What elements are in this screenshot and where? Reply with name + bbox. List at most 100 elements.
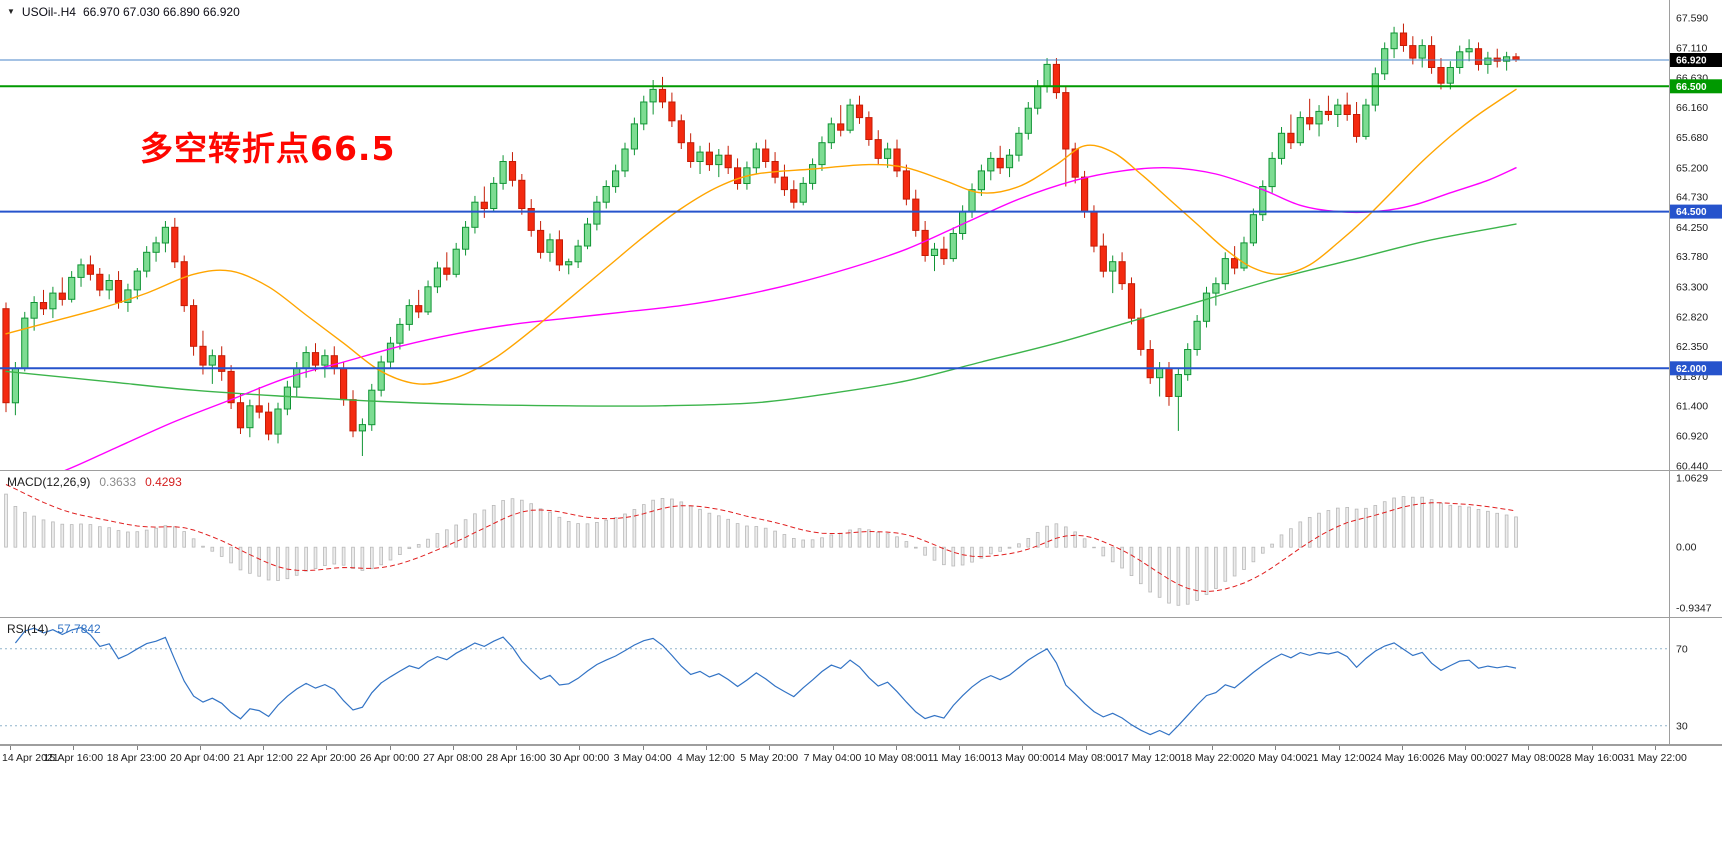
time-tick	[1401, 746, 1403, 750]
time-label: 24 May 16:00	[1370, 752, 1434, 764]
price-tick-label: 65.680	[1676, 132, 1708, 144]
ma-medium-magenta-line	[61, 166, 1517, 471]
time-tick	[1338, 746, 1340, 750]
time-tick	[389, 746, 391, 750]
time-tick	[1085, 746, 1087, 750]
price-badge-label: 66.920	[1676, 56, 1707, 67]
time-label: 31 May 22:00	[1623, 752, 1687, 764]
time-label: 22 Apr 20:00	[296, 752, 357, 764]
time-tick	[199, 746, 201, 750]
rsi-label: RSI(14) 57.7842	[7, 622, 101, 636]
price-tick-label: 63.300	[1676, 281, 1708, 293]
price-badge	[1670, 204, 1722, 219]
time-tick	[1528, 746, 1530, 750]
price-badge-label: 64.500	[1676, 207, 1707, 218]
time-label: 27 May 08:00	[1496, 752, 1561, 764]
collapse-triangle-icon[interactable]: ▼	[7, 7, 15, 16]
time-label: 20 May 04:00	[1243, 752, 1308, 764]
time-label: 14 May 08:00	[1053, 752, 1118, 764]
time-label: 20 Apr 04:00	[170, 752, 230, 764]
time-tick	[73, 746, 75, 750]
time-tick	[959, 746, 961, 750]
time-label: 18 May 22:00	[1180, 752, 1244, 764]
macd-main-value: 0.3633	[99, 475, 137, 489]
price-tick-label: 65.200	[1676, 162, 1708, 174]
ma-slow-green-line	[5, 223, 1517, 407]
time-label: 28 Apr 16:00	[486, 752, 546, 764]
price-tick-label: 64.730	[1676, 192, 1708, 204]
time-label: 18 Apr 23:00	[106, 752, 167, 764]
symbol-timeframe-label: USOil-.H4	[21, 5, 76, 19]
time-tick	[579, 746, 581, 750]
candles-layer	[2, 23, 1520, 456]
price-badge	[1670, 361, 1722, 376]
time-tick	[642, 746, 644, 750]
price-badge	[1670, 53, 1722, 67]
time-tick	[10, 746, 11, 750]
macd-label: MACD(12,26,9) 0.3633 0.4293	[7, 475, 182, 489]
time-label: 13 May 00:00	[990, 752, 1055, 764]
time-tick	[1148, 746, 1150, 750]
time-tick	[895, 746, 897, 750]
rsi-panel: 70 30 RSI(14) 57.7842	[0, 618, 1722, 745]
time-label: 15 Apr 16:00	[43, 752, 104, 764]
ohlc-values: 66.970 67.030 66.890 66.920	[82, 5, 240, 19]
rsi-line	[14, 626, 1517, 736]
time-tick	[1212, 746, 1214, 750]
macd-name: MACD(12,26,9)	[7, 475, 91, 489]
time-tick	[705, 746, 707, 750]
rsi-value: 57.7842	[57, 622, 101, 636]
price-chart-canvas[interactable]: 67.59067.11066.63066.16065.68065.20064.7…	[0, 0, 1722, 471]
macd-signal-value: 0.4293	[145, 475, 182, 489]
price-tick-label: 67.590	[1676, 13, 1708, 25]
chart-title: ▼ USOil-.H4 66.970 67.030 66.890 66.920	[7, 5, 240, 19]
price-badge-label: 62.000	[1676, 364, 1707, 375]
time-label: 26 May 00:00	[1433, 752, 1498, 764]
time-tick	[136, 746, 138, 750]
price-tick-label: 60.440	[1676, 461, 1708, 472]
time-label: 5 May 20:00	[740, 752, 799, 764]
price-tick-label: 60.920	[1676, 430, 1708, 442]
time-tick	[1655, 746, 1656, 750]
macd-histogram	[4, 493, 1518, 606]
time-label: 21 Apr 12:00	[233, 752, 293, 764]
macd-panel: 1.0629 0.00 -0.9347 MACD(12,26,9) 0.3633 0…	[0, 471, 1722, 618]
rsi-level-label: 30	[1676, 720, 1688, 732]
time-label: 7 May 04:00	[803, 752, 862, 764]
macd-axis-label: 0.00	[1676, 542, 1697, 554]
time-label: 11 May 16:00	[927, 752, 991, 764]
time-label: 4 May 12:00	[677, 752, 735, 764]
price-tick-label: 62.820	[1676, 311, 1708, 323]
time-axis[interactable]: 14 Apr 2021 15 Apr 16:00 18 Apr 23:00 20 Ap…	[0, 745, 1722, 841]
time-label: 27 Apr 08:00	[423, 752, 483, 764]
time-tick	[263, 746, 265, 750]
price-panel: 67.590 67.110 66.630 66.160 65.680 65.200 64.7…	[0, 0, 1722, 471]
time-tick	[1465, 746, 1467, 750]
time-label: 21 May 12:00	[1306, 752, 1371, 764]
time-tick	[516, 746, 518, 750]
time-label: 3 May 04:00	[613, 752, 672, 764]
macd-signal-line	[5, 484, 1517, 593]
price-tick-label: 63.780	[1676, 251, 1708, 263]
price-tick-label: 62.350	[1676, 341, 1708, 353]
price-badge-label: 66.500	[1676, 82, 1707, 93]
time-label: 28 May 16:00	[1559, 752, 1624, 764]
ma-fast-orange-line	[5, 88, 1517, 385]
time-label: 14 Apr 2021	[2, 752, 59, 764]
macd-axis-label: -0.9347	[1676, 603, 1712, 615]
price-badge	[1670, 79, 1722, 94]
price-tick-label: 67.110	[1676, 43, 1707, 55]
time-tick	[1022, 746, 1024, 750]
time-tick	[1275, 746, 1277, 750]
time-tick	[326, 746, 328, 750]
annotation-text[interactable]: 多空转折点66.5	[140, 129, 396, 168]
rsi-name: RSI(14)	[7, 622, 49, 636]
price-tick-label: 61.400	[1676, 400, 1708, 412]
time-tick	[1591, 746, 1593, 750]
time-label: 10 May 08:00	[863, 752, 928, 764]
time-label: 17 May 12:00	[1117, 752, 1181, 764]
time-label: 30 Apr 00:00	[549, 752, 610, 764]
macd-canvas[interactable]: 1.0629 0.00 -0.9347	[0, 471, 1722, 618]
rsi-canvas[interactable]: 70 30	[0, 618, 1722, 745]
macd-axis-label: 1.0629	[1676, 473, 1708, 485]
